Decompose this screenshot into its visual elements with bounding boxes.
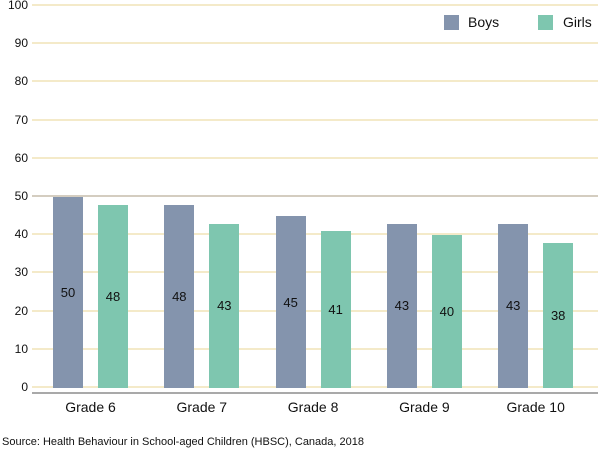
bar-value-label: 40 [439,304,455,320]
bar-value-label: 45 [283,294,298,310]
bar-value-label: 43 [394,298,410,314]
bar-value-label: 38 [550,307,566,323]
x-axis-line [32,392,598,394]
bar-girls-grade-8: 41 [320,231,351,388]
x-axis-label-grade-8: Grade 8 [287,399,339,415]
gridline-90 [32,42,598,45]
y-tick-label-60: 60 [14,150,28,165]
y-tick-label-50: 50 [14,189,28,203]
source-note: Source: Health Behaviour in School-aged … [2,436,364,448]
y-tick-label-10: 10 [14,341,28,356]
y-tick-label-40: 40 [14,227,28,242]
x-axis-label-grade-9: Grade 9 [399,399,450,415]
gridline-30 [32,271,598,274]
x-axis-label-grade-7: Grade 7 [176,399,228,415]
bar-boys-grade-7: 48 [164,204,195,388]
bar-girls-grade-7: 43 [209,223,240,388]
bar-girls-grade-6: 48 [98,204,128,388]
bar-value-label: 48 [172,288,187,304]
y-tick-label-0: 0 [21,380,28,394]
legend-label-boys: Boys [468,14,500,30]
y-tick-label-30: 30 [14,265,28,280]
y-tick-label-80: 80 [14,74,28,89]
x-axis-label-grade-6: Grade 6 [65,399,116,415]
bar-girls-grade-10: 38 [543,242,574,388]
bar-value-label: 50 [60,285,76,300]
y-tick-label-20: 20 [14,303,28,318]
gridline-40 [32,233,598,236]
gridline-80 [32,80,598,83]
bar-boys-grade-10: 43 [498,223,529,388]
gridline-60 [32,156,598,159]
bar-boys-grade-9: 43 [386,223,417,388]
x-axis-label-grade-10: Grade 10 [506,399,565,415]
y-tick-label-90: 90 [14,36,28,51]
bar-value-label: 48 [105,288,121,304]
gridline-0 [32,386,598,388]
bar-value-label: 43 [505,298,521,314]
gridline-20 [32,309,598,312]
bar-boys-grade-6: 50 [53,197,83,388]
y-tick-label-100: 100 [7,0,28,12]
legend-label-girls: Girls [563,14,592,30]
legend-swatch-girls [538,15,553,30]
gridline-50 [32,195,598,197]
gridline-100 [32,4,598,6]
gridline-70 [32,118,598,121]
bar-value-label: 43 [217,298,232,314]
bar-girls-grade-9: 40 [431,235,462,388]
bar-boys-grade-8: 45 [275,216,306,388]
legend-swatch-boys [444,15,459,30]
gridline-10 [32,347,598,350]
y-tick-label-70: 70 [14,112,28,127]
bar-value-label: 41 [328,302,343,318]
